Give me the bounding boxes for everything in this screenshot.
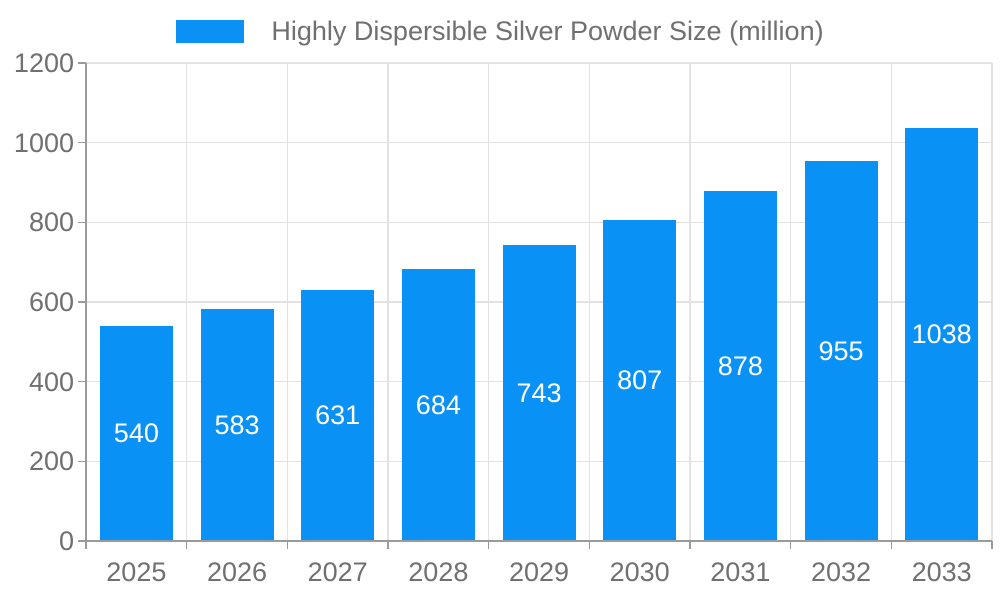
bar-2031[interactable]: 878 — [703, 191, 777, 541]
x-axis-tick — [689, 541, 691, 549]
bar-2032[interactable]: 955 — [804, 160, 878, 541]
y-axis-tick-label: 800 — [28, 207, 74, 238]
bar-2025[interactable]: 540 — [99, 325, 173, 541]
x-axis-tick — [789, 541, 792, 549]
x-axis-tick-label: 2027 — [307, 557, 368, 587]
bar-value-label: 631 — [315, 400, 361, 431]
x-axis-tick-label: 2031 — [710, 557, 771, 587]
y-axis-tick — [78, 460, 86, 463]
v-gridline — [890, 63, 893, 541]
legend-item[interactable]: Highly Dispersible Silver Powder Size (m… — [0, 14, 1000, 48]
v-gridline — [789, 63, 792, 541]
x-axis-tick-label: 2033 — [911, 557, 972, 587]
bar-value-label: 807 — [617, 365, 663, 396]
bar-value-label: 743 — [516, 378, 562, 408]
x-axis-tick-label: 2032 — [810, 557, 872, 587]
bar-value-label: 684 — [415, 389, 461, 420]
x-axis-tick-label: 2030 — [609, 557, 670, 587]
y-axis-tick-label: 400 — [28, 366, 74, 397]
y-axis-tick-label: 0 — [58, 526, 74, 556]
h-gridline — [86, 221, 992, 224]
y-axis-line — [85, 63, 87, 541]
x-axis-tick — [588, 541, 591, 549]
h-gridline — [86, 141, 992, 144]
v-gridline — [286, 63, 289, 541]
x-axis-tick-label: 2026 — [206, 557, 268, 587]
y-axis-tick-label: 600 — [28, 287, 74, 317]
v-gridline — [588, 63, 591, 541]
bar-value-label: 878 — [717, 351, 763, 382]
bar-2028[interactable]: 684 — [401, 268, 475, 541]
plot-area: 540 583 631 684 743 807 878 955 1038 — [86, 62, 993, 541]
bar-value-label: 583 — [214, 409, 260, 440]
x-axis-line — [86, 540, 992, 542]
bar-2029[interactable]: 743 — [502, 245, 576, 541]
bar-2027[interactable]: 631 — [301, 289, 375, 541]
x-axis-tick — [185, 541, 188, 549]
y-axis-tick — [78, 380, 86, 383]
bar-2033[interactable]: 1038 — [905, 127, 979, 541]
v-gridline — [387, 63, 389, 541]
y-axis-tick-label: 1200 — [13, 48, 74, 78]
legend-swatch — [176, 19, 245, 43]
y-axis-tick — [78, 62, 86, 64]
y-axis-tick-label: 1000 — [13, 127, 74, 158]
x-axis-tick-label: 2028 — [408, 557, 469, 587]
x-axis-tick — [890, 541, 893, 549]
bar-2026[interactable]: 583 — [200, 308, 274, 541]
y-axis-tick — [78, 221, 86, 224]
v-gridline — [991, 63, 993, 541]
bar-2030[interactable]: 807 — [603, 219, 677, 541]
x-axis-tick — [387, 541, 389, 549]
bar-value-label: 955 — [818, 335, 864, 366]
x-axis-tick — [991, 541, 993, 549]
h-gridline — [86, 62, 992, 64]
y-axis-tick — [78, 141, 86, 144]
v-gridline — [689, 63, 691, 541]
x-axis-tick-label: 2029 — [508, 557, 570, 587]
x-axis-tick — [85, 541, 87, 549]
y-axis-tick — [78, 301, 86, 303]
bar-value-label: 1038 — [911, 319, 972, 350]
x-axis-tick — [286, 541, 289, 549]
y-axis-tick-label: 200 — [28, 446, 74, 477]
y-axis-tick — [78, 540, 86, 542]
v-gridline — [185, 63, 188, 541]
x-axis-tick — [487, 541, 490, 549]
bar-value-label: 540 — [113, 418, 159, 449]
legend-label: Highly Dispersible Silver Powder Size (m… — [271, 16, 824, 46]
v-gridline — [487, 63, 490, 541]
x-axis-tick-label: 2025 — [106, 557, 167, 587]
